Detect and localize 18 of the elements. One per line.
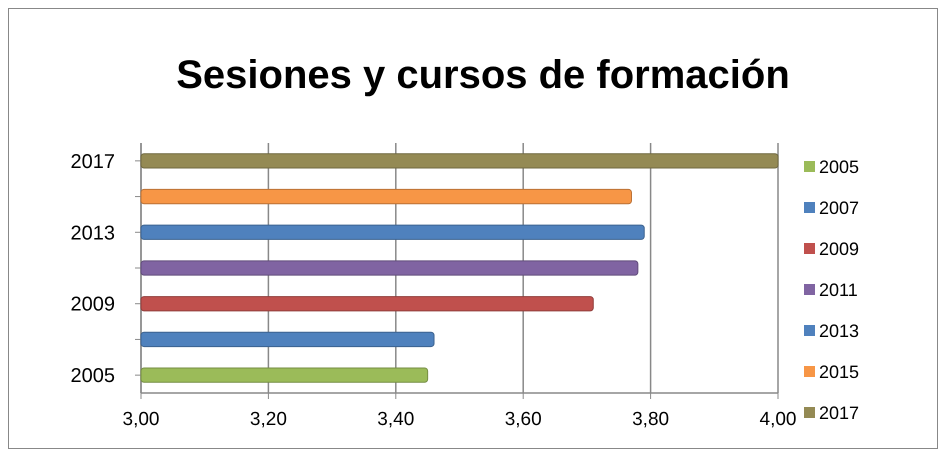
chart-title: Sesiones y cursos de formación <box>176 53 790 97</box>
x-tick-label: 3,60 <box>504 409 542 430</box>
legend-label: 2011 <box>819 280 858 300</box>
y-tick-label: 2009 <box>70 294 115 316</box>
y-tick-label: 2013 <box>70 222 115 244</box>
x-tick-label: 3,80 <box>632 409 670 430</box>
y-tick-label: 2005 <box>70 365 115 388</box>
x-tick-label: 3,40 <box>377 409 414 430</box>
x-tick-label: 3,20 <box>250 409 287 430</box>
x-tick-label: 4,00 <box>760 409 796 430</box>
legend-label: 2005 <box>819 157 860 177</box>
x-tick-label: 3,00 <box>122 409 160 430</box>
legend-label: 2007 <box>819 198 860 218</box>
y-tick-label: 2017 <box>70 150 115 173</box>
legend-label: 2009 <box>819 239 860 259</box>
legend-label: 2015 <box>819 362 860 382</box>
legend-label: 2017 <box>819 403 860 423</box>
legend-label: 2013 <box>819 321 860 341</box>
